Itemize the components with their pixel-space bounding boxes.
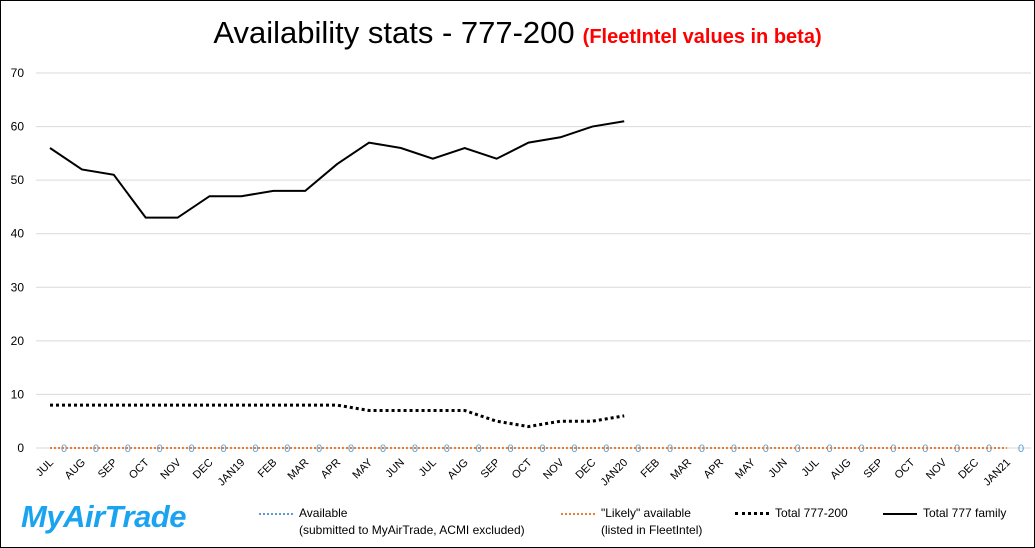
x-tick-label: OCT xyxy=(893,456,918,481)
y-tick-label: 30 xyxy=(11,280,25,294)
data-label: 0 xyxy=(858,443,864,455)
x-tick-label: FEB xyxy=(639,457,663,481)
x-tick-label: SEP xyxy=(861,457,885,481)
legend-sublabel: (listed in FleetIntel) xyxy=(601,523,703,537)
legend-label: Total 777 family xyxy=(923,506,1007,520)
x-tick-label: JUN xyxy=(766,457,790,481)
x-tick-label: NOV xyxy=(924,456,950,482)
myairtrade-logo: MyAirTrade xyxy=(21,499,187,534)
legend-available: Available (submitted to MyAirTrade, ACMI … xyxy=(259,505,525,539)
data-label: 0 xyxy=(922,443,928,455)
data-label: 0 xyxy=(827,443,833,455)
x-tick-label: AUG xyxy=(63,457,88,482)
beta-subtitle: (FleetIntel values in beta) xyxy=(582,26,822,48)
x-tick-label: APR xyxy=(702,457,727,482)
x-tick-label: AUG xyxy=(445,457,470,482)
legend-label: "Likely" available xyxy=(601,506,691,520)
data-label: 0 xyxy=(986,443,992,455)
x-tick-label: MAY xyxy=(733,456,758,481)
x-tick-label: JUL xyxy=(417,457,439,479)
legend-total-family: Total 777 family xyxy=(883,505,1006,522)
legend-label: Total 777-200 xyxy=(775,506,848,520)
data-label: 0 xyxy=(890,443,896,455)
x-tick-label: JAN20 xyxy=(598,457,630,489)
y-tick-label: 20 xyxy=(11,334,25,348)
data-label: 0 xyxy=(1018,443,1024,455)
chart-title: Availability stats - 777-200 (FleetIntel … xyxy=(1,15,1034,51)
x-tick-label: NOV xyxy=(158,456,184,482)
legend-swatch-likely xyxy=(561,512,595,515)
x-tick-label: SEP xyxy=(96,457,120,481)
legend-likely: "Likely" available (listed in FleetIntel) xyxy=(561,505,702,539)
y-tick-label: 40 xyxy=(11,227,25,241)
x-tick-label: JAN21 xyxy=(981,457,1013,489)
legend-swatch-total-family xyxy=(883,512,917,515)
data-label: 0 xyxy=(763,443,769,455)
y-tick-label: 70 xyxy=(11,66,25,80)
x-tick-label: MAR xyxy=(668,457,694,483)
legend-total-200: Total 777-200 xyxy=(735,505,848,522)
legend-sublabel: (submitted to MyAirTrade, ACMI excluded) xyxy=(299,523,525,537)
x-tick-label: OCT xyxy=(510,456,535,481)
y-tick-label: 50 xyxy=(11,173,25,187)
data-label: 0 xyxy=(731,443,737,455)
data-label: 0 xyxy=(954,443,960,455)
x-tick-label: NOV xyxy=(541,456,567,482)
y-tick-label: 0 xyxy=(17,441,24,455)
legend-swatch-total-200 xyxy=(735,512,769,516)
x-tick-label: AUG xyxy=(828,457,853,482)
series-line-total-777-family xyxy=(49,120,625,219)
x-tick-label: OCT xyxy=(127,456,152,481)
x-tick-label: DEC xyxy=(956,457,981,482)
x-tick-label: FEB xyxy=(256,457,280,481)
y-tick-label: 10 xyxy=(11,387,25,401)
x-tick-label: APR xyxy=(319,457,344,482)
x-tick-label: DEC xyxy=(191,457,216,482)
x-tick-label: MAR xyxy=(286,457,312,483)
x-tick-label: SEP xyxy=(479,457,503,481)
legend-label: Available xyxy=(299,506,348,520)
data-label: 0 xyxy=(795,443,801,455)
x-tick-label: DEC xyxy=(574,457,599,482)
series-line-total-777-200 xyxy=(50,403,625,429)
x-tick-label: JUL xyxy=(799,457,821,479)
x-tick-label: MAY xyxy=(350,456,375,481)
x-tick-label: JUN xyxy=(383,457,407,481)
x-tick-label: JAN19 xyxy=(216,457,248,489)
x-tick-label: JUL xyxy=(34,457,56,479)
y-tick-label: 60 xyxy=(11,120,25,134)
title-text: Availability stats - 777-200 xyxy=(213,15,575,50)
legend-swatch-available xyxy=(259,512,293,515)
